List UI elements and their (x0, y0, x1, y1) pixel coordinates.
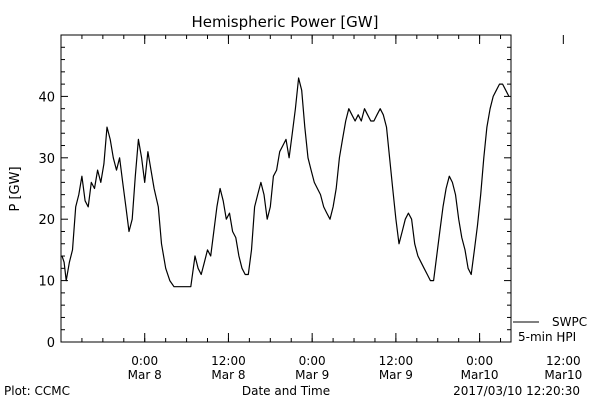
x-axis-label: Date and Time (242, 384, 330, 398)
x-tick-label-time: 12:00 (546, 354, 581, 368)
x-tick-label-date: Mar 9 (295, 368, 329, 382)
chart-title: Hemispheric Power [GW] (192, 13, 379, 31)
x-tick-label-time: 12:00 (379, 354, 414, 368)
footer-plot-credit: Plot: CCMC (4, 384, 70, 398)
series-group (61, 77, 510, 288)
legend-label-5min-hpi: 5-min HPI (518, 330, 576, 344)
x-tick-label-time: 0:00 (299, 354, 326, 368)
y-axis-ticks: 0 10 20 30 40 (38, 34, 511, 351)
y-tick-label: 40 (38, 90, 55, 105)
plot-frame (60, 34, 512, 343)
x-tick-label-time: 0:00 (131, 354, 158, 368)
series-line-hpi (61, 77, 510, 288)
x-tick-label-date: Mar 8 (128, 368, 162, 382)
legend: SWPC 5-min HPI (513, 315, 587, 344)
x-tick-label-date: Mar 8 (211, 368, 245, 382)
footer-timestamp: 2017/03/10 12:20:30 (453, 384, 580, 398)
x-tick-label-date: Mar10 (461, 368, 499, 382)
x-tick-label-time: 0:00 (466, 354, 493, 368)
y-tick-label: 20 (38, 213, 55, 228)
x-tick-label-time: 12:00 (211, 354, 246, 368)
legend-label-swpc: SWPC (552, 315, 587, 329)
y-tick-label: 10 (38, 275, 55, 290)
y-tick-label: 0 (47, 336, 55, 351)
plot-area-border (60, 34, 512, 343)
x-tick-label-date: Mar10 (544, 368, 582, 382)
y-tick-label: 30 (38, 152, 55, 167)
y-axis-label: P [GW] (8, 166, 23, 211)
x-tick-label-date: Mar 9 (379, 368, 413, 382)
